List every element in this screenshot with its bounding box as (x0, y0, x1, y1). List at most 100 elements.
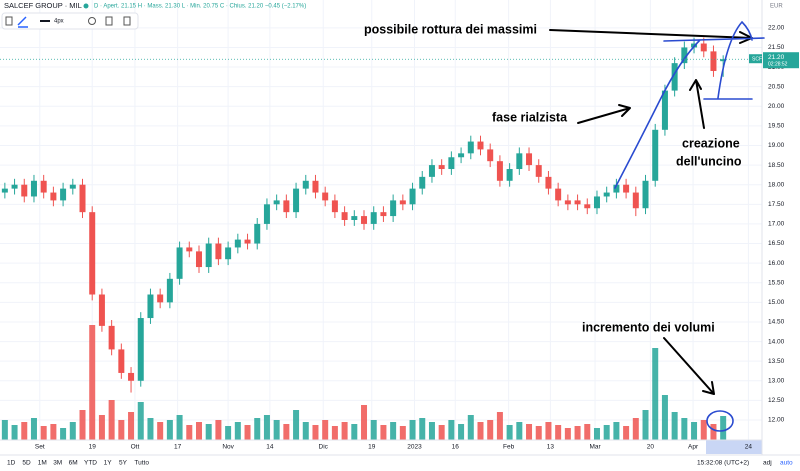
volume-bar (98, 415, 105, 440)
candle-body (322, 192, 329, 201)
candle-body (467, 141, 474, 154)
volume-bar (157, 422, 164, 440)
volume-bar (11, 425, 18, 440)
candle-body (157, 294, 164, 303)
range-button[interactable]: 6M (69, 460, 78, 467)
y-tick-label: 15.00 (768, 299, 785, 306)
annotation: fase rialzista (492, 110, 568, 124)
volume-bar (642, 410, 649, 440)
volume-bar (89, 325, 96, 440)
x-tick-label: Mar (589, 444, 601, 451)
y-tick-label: 19.50 (768, 123, 785, 130)
x-tick-label: 14 (266, 444, 274, 451)
currency: EUR (770, 4, 783, 10)
volume-bar (244, 425, 251, 440)
candle-body (98, 294, 105, 326)
range-button[interactable]: 5Y (119, 460, 128, 467)
toolbar-box (1, 12, 139, 30)
volume-bar (30, 418, 37, 440)
candle-body (60, 188, 67, 201)
icon-grip[interactable] (5, 16, 13, 26)
volume-bar (293, 410, 300, 440)
candle-body (341, 212, 348, 220)
y-tick-label: 20.50 (768, 83, 785, 90)
adj-toggle[interactable]: adj (763, 460, 772, 467)
last-price-label: 21.20 (768, 54, 785, 61)
candle-body (30, 180, 37, 197)
volume-bar (370, 420, 377, 440)
candle-body (448, 157, 455, 170)
candle-body (21, 184, 28, 197)
x-tick-label: Ott (131, 444, 140, 451)
volume-bar (108, 400, 115, 440)
candle-body (361, 216, 368, 224)
range-bar: 1D 5D 1M 3M 6M YTD 1Y 5Y Tutto (7, 460, 149, 467)
candle-body (632, 192, 639, 209)
auto-toggle[interactable]: auto (780, 460, 793, 467)
range-button[interactable]: 1M (38, 460, 47, 467)
icon-settings[interactable] (88, 17, 96, 25)
range-button[interactable]: 3M (53, 460, 62, 467)
candle-body (438, 165, 445, 170)
volume-bar (671, 412, 678, 440)
y-tick-label: 17.00 (768, 221, 785, 228)
range-button[interactable]: YTD (84, 460, 97, 467)
x-tick-label: Feb (503, 444, 515, 451)
volume-bar (283, 424, 290, 440)
candle-body (700, 43, 707, 52)
drawing-toolbar[interactable]: 4px (1, 12, 139, 30)
volume-bar (477, 422, 484, 440)
candle-body (273, 200, 280, 205)
volume-bar (467, 415, 474, 440)
volume-bar (60, 428, 67, 440)
stroke-width[interactable]: 4px (54, 19, 64, 25)
last-price-tag (763, 52, 799, 69)
volume-bar (215, 420, 222, 440)
volume-bar (691, 422, 698, 440)
candle-body (244, 239, 251, 244)
candle-body (370, 212, 377, 224)
candle-body (661, 90, 668, 130)
candle-body (283, 200, 290, 213)
candle-body (215, 243, 222, 260)
candle-body (205, 243, 212, 268)
candle-body (593, 196, 600, 209)
icon-delete[interactable] (123, 16, 131, 26)
range-button[interactable]: 5D (22, 460, 31, 467)
range-button[interactable]: Tutto (134, 460, 149, 467)
candle-layer (1, 37, 727, 393)
y-tick-label: 18.00 (768, 181, 785, 188)
y-tick-label: 15.50 (768, 279, 785, 286)
y-tick-label: 16.00 (768, 260, 785, 267)
volume-bar (681, 418, 688, 440)
volume-bar (661, 395, 668, 440)
annotation: possibile rottura dei massimi (364, 22, 537, 36)
x-tick-label: 19 (368, 444, 376, 451)
candle-body (603, 192, 610, 197)
candle-body (496, 161, 503, 181)
volume-bar (254, 418, 261, 440)
ohlc: D · Apert. 21.15 H · Mass. 21.30 L · Min… (94, 4, 306, 10)
candle-body (302, 180, 309, 189)
range-button[interactable]: 1Y (104, 460, 113, 467)
x-tick-label: 20 (647, 444, 655, 451)
volume-bar (419, 418, 426, 440)
volume-bar (21, 422, 28, 440)
range-button[interactable]: 1D (7, 460, 16, 467)
icon-lock[interactable] (105, 16, 113, 26)
icon-pen[interactable] (17, 16, 27, 26)
volume-bar (438, 425, 445, 440)
volume-bar (205, 424, 212, 440)
x-tick-label: Dic (319, 444, 329, 451)
volume-bar (535, 426, 542, 440)
volume-bar (555, 425, 562, 440)
y-tick-label: 18.50 (768, 162, 785, 169)
candle-body (564, 200, 571, 205)
x-tick-label: 17 (174, 444, 182, 451)
candle-body (312, 180, 319, 193)
candle-body (79, 184, 86, 213)
volume-bar (195, 422, 202, 440)
candle-body (535, 165, 542, 177)
candle-body (399, 200, 406, 205)
